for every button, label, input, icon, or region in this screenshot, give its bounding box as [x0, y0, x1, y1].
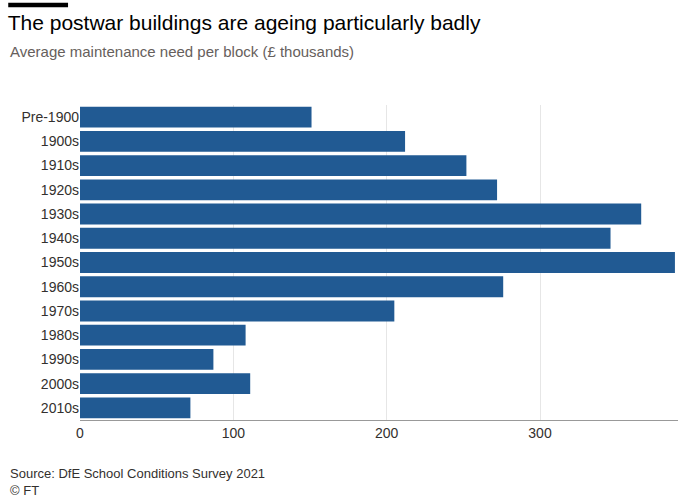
svg-text:100: 100: [222, 425, 246, 441]
svg-text:0: 0: [76, 425, 84, 441]
svg-text:© FT: © FT: [10, 483, 39, 498]
svg-text:Source: DfE School Conditions: Source: DfE School Conditions Survey 202…: [10, 466, 265, 481]
svg-text:2010s: 2010s: [41, 400, 79, 416]
svg-text:1990s: 1990s: [41, 351, 79, 367]
svg-text:1910s: 1910s: [41, 157, 79, 173]
svg-text:Pre-1900: Pre-1900: [21, 109, 79, 125]
svg-text:1970s: 1970s: [41, 303, 79, 319]
svg-text:1920s: 1920s: [41, 182, 79, 198]
svg-text:1950s: 1950s: [41, 254, 79, 270]
svg-text:1900s: 1900s: [41, 133, 79, 149]
svg-text:200: 200: [375, 425, 399, 441]
svg-text:1980s: 1980s: [41, 327, 79, 343]
svg-text:Average maintenance need per b: Average maintenance need per block (£ th…: [10, 43, 354, 60]
svg-text:1960s: 1960s: [41, 279, 79, 295]
svg-text:1930s: 1930s: [41, 206, 79, 222]
svg-text:1940s: 1940s: [41, 230, 79, 246]
svg-text:300: 300: [528, 425, 552, 441]
svg-text:The postwar buildings are agei: The postwar buildings are ageing particu…: [8, 11, 481, 34]
svg-text:2000s: 2000s: [41, 376, 79, 392]
